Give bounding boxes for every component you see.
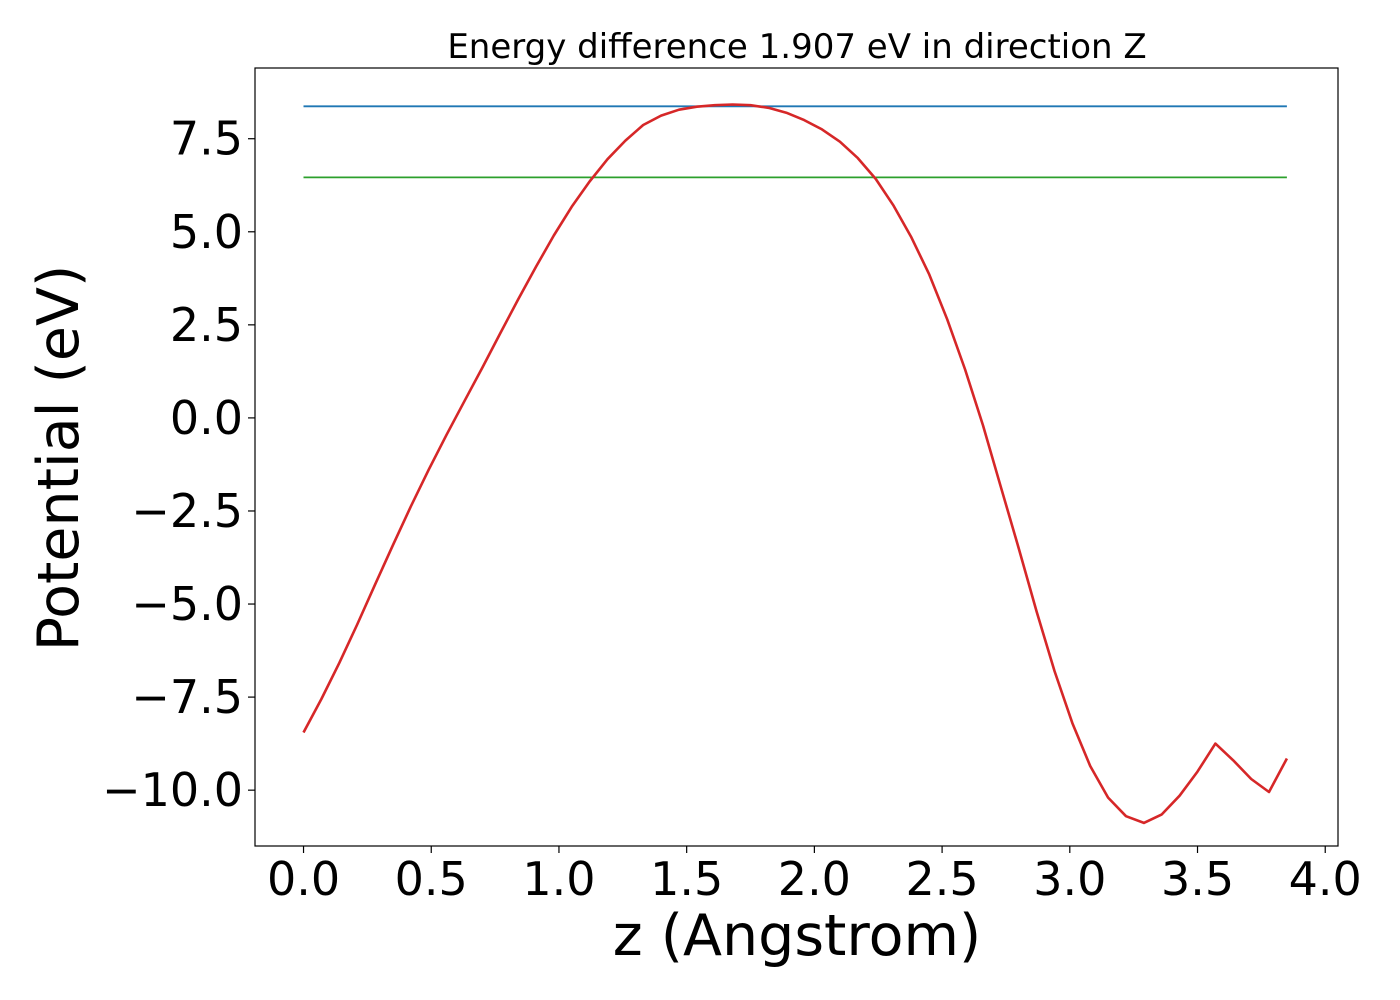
x-tick-label: 0.5 <box>395 852 468 906</box>
y-axis-label: Potential (eV) <box>26 265 92 651</box>
x-tick-label: 1.5 <box>650 852 723 906</box>
y-axis: −10.0 −7.5 −5.0 −2.5 0.0 2.5 5.0 7.5 <box>102 112 255 817</box>
chart-title: Energy difference 1.907 eV in direction … <box>447 27 1146 67</box>
y-tick-label: −7.5 <box>131 670 243 724</box>
y-tick-label: 2.5 <box>170 298 243 352</box>
x-tick-label: 4.0 <box>1289 852 1362 906</box>
x-tick-label: 2.5 <box>906 852 979 906</box>
plot-area <box>302 103 1289 825</box>
x-tick-label: 2.0 <box>778 852 851 906</box>
y-tick-label: 0.0 <box>170 391 243 445</box>
series-line-2 <box>302 103 1289 825</box>
y-tick-label: 7.5 <box>170 112 243 166</box>
plot-frame <box>254 67 1339 847</box>
y-tick-label: −10.0 <box>102 763 243 817</box>
y-tick-label: 5.0 <box>170 205 243 259</box>
x-tick-label: 3.5 <box>1161 852 1234 906</box>
y-tick-label: −5.0 <box>131 577 243 631</box>
x-tick-label: 0.0 <box>267 852 340 906</box>
x-tick-label: 1.0 <box>522 852 595 906</box>
x-axis-label: z (Angstrom) <box>613 903 981 969</box>
x-axis: 0.0 0.5 1.0 1.5 2.0 2.5 3.0 3.5 4.0 <box>267 846 1362 906</box>
y-tick-label: −2.5 <box>131 484 243 538</box>
x-tick-label: 3.0 <box>1033 852 1106 906</box>
